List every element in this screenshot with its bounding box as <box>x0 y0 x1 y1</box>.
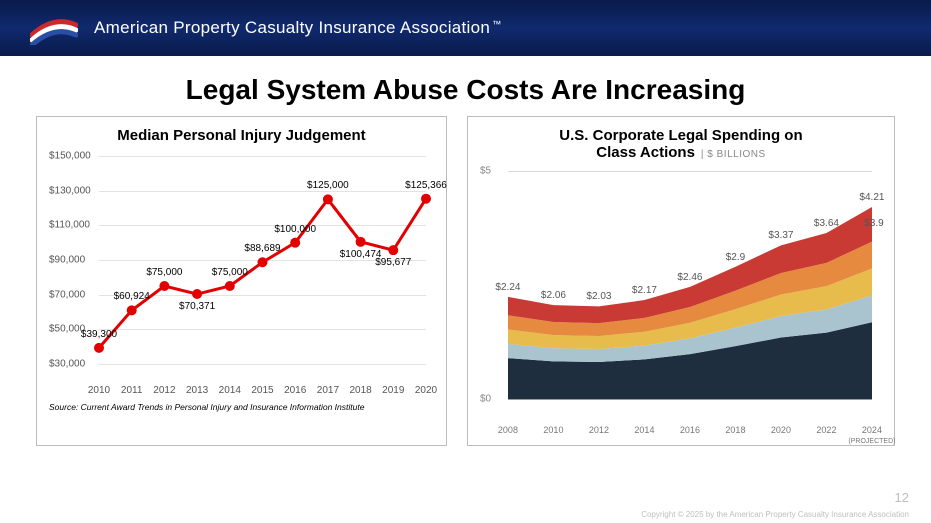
left-chart-title: Median Personal Injury Judgement <box>49 127 434 144</box>
data-marker <box>421 194 431 204</box>
xtick-label: 2018 <box>349 385 371 396</box>
data-label: $60,924 <box>114 291 150 302</box>
left-chart-source: Source: Current Award Trends in Personal… <box>49 402 434 412</box>
data-marker <box>127 305 137 315</box>
xtick-label: 2020 <box>771 425 791 435</box>
xtick-label: 2016 <box>680 425 700 435</box>
xtick-label: 2016 <box>284 385 306 396</box>
data-marker <box>258 257 268 267</box>
slide-title: Legal System Abuse Costs Are Increasing <box>0 74 931 106</box>
tm-mark: ™ <box>492 19 501 29</box>
data-label: $75,000 <box>146 267 182 278</box>
data-label: $88,689 <box>244 243 280 254</box>
right-chart-panel: U.S. Corporate Legal Spending on Class A… <box>467 116 895 446</box>
data-label: $70,371 <box>179 301 215 312</box>
xtick-label: 2018 <box>725 425 745 435</box>
xtick-label: 2010 <box>543 425 563 435</box>
data-marker <box>323 194 333 204</box>
data-label: $2.17 <box>632 285 657 296</box>
xtick-label: 2011 <box>121 385 143 396</box>
page-number: 12 <box>895 490 909 505</box>
xtick-label: 2012 <box>589 425 609 435</box>
xtick-extra: (PROJECTED) <box>848 438 895 445</box>
xtick-label: 2010 <box>88 385 110 396</box>
data-label: $2.24 <box>495 282 520 293</box>
xtick-label: 2013 <box>186 385 208 396</box>
data-label: $125,000 <box>307 180 349 191</box>
right-chart-title-line1: U.S. Corporate Legal Spending on <box>480 127 882 144</box>
data-marker <box>388 245 398 255</box>
header-bar: American Property Casualty Insurance Ass… <box>0 0 931 56</box>
data-label-extra: $3.9 <box>864 218 883 229</box>
data-label: $125,366 <box>405 180 447 191</box>
xtick-label: 2022 <box>816 425 836 435</box>
left-chart-plot: $30,000$50,000$70,000$90,000$110,000$130… <box>49 152 434 382</box>
right-chart-subtitle: | $ BILLIONS <box>701 149 766 160</box>
data-label: $2.06 <box>541 290 566 301</box>
xtick-label: 2014 <box>219 385 241 396</box>
data-label: $2.9 <box>726 252 745 263</box>
data-label: $2.46 <box>677 272 702 283</box>
data-label: $95,677 <box>375 257 411 268</box>
data-label: $75,000 <box>212 267 248 278</box>
charts-row: Median Personal Injury Judgement $30,000… <box>0 116 931 446</box>
data-label: $3.64 <box>814 218 839 229</box>
xtick-label: 2015 <box>251 385 273 396</box>
data-marker <box>192 289 202 299</box>
data-label: $39,300 <box>81 329 117 340</box>
brand-logo-icon <box>30 11 78 45</box>
xtick-label: 2024 <box>862 425 882 435</box>
xtick-label: 2008 <box>498 425 518 435</box>
xtick-label: 2012 <box>153 385 175 396</box>
data-marker <box>225 281 235 291</box>
xtick-label: 2020 <box>415 385 437 396</box>
xtick-label: 2014 <box>634 425 654 435</box>
copyright-text: Copyright © 2025 by the American Propert… <box>641 510 909 519</box>
left-chart-panel: Median Personal Injury Judgement $30,000… <box>36 116 447 446</box>
org-name: American Property Casualty Insurance Ass… <box>94 18 501 38</box>
right-chart-title-row2: Class Actions | $ BILLIONS <box>480 144 882 161</box>
org-name-text: American Property Casualty Insurance Ass… <box>94 18 490 37</box>
right-chart-plot: $0$5200820102012201420162018202020222024… <box>480 167 882 421</box>
data-marker <box>356 237 366 247</box>
data-label: $3.37 <box>768 230 793 241</box>
data-label: $4.21 <box>859 192 884 203</box>
data-marker <box>290 238 300 248</box>
xtick-label: 2017 <box>317 385 339 396</box>
xtick-label: 2019 <box>382 385 404 396</box>
data-marker <box>159 281 169 291</box>
data-marker <box>94 343 104 353</box>
data-label: $100,000 <box>274 224 316 235</box>
right-chart-title-line2: Class Actions <box>596 144 695 161</box>
data-label: $2.03 <box>586 291 611 302</box>
